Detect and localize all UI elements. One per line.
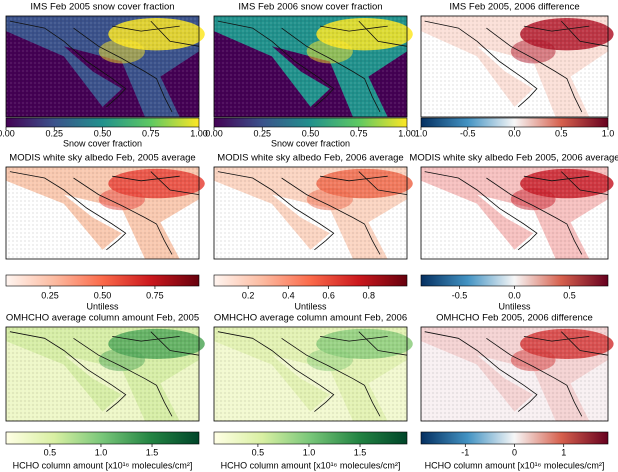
colorbar-tick-label: 0.5 xyxy=(563,290,576,300)
panel-title: IMS Feb 2005, 2006 difference xyxy=(449,2,579,13)
map-texture xyxy=(6,327,199,421)
coastline xyxy=(424,171,609,255)
colorbar-label: Untiless xyxy=(498,301,531,311)
map xyxy=(420,15,614,118)
panel-title: OMHCHO average column amount Feb, 2006 xyxy=(214,313,407,324)
colorbar-tick-label: 0.75 xyxy=(350,128,368,138)
map-frame xyxy=(213,166,408,260)
colorbar-tick-label: 0.8 xyxy=(363,290,376,300)
map-frame xyxy=(5,326,200,422)
colorbar-tick-label: 1.0 xyxy=(95,447,108,457)
map-frame xyxy=(213,326,408,422)
colorbar xyxy=(213,117,408,128)
colorbar-tick-label: 0.4 xyxy=(282,290,295,300)
map xyxy=(213,326,413,422)
panel-title: OMHCHO Feb 2005, 2006 difference xyxy=(436,313,593,324)
coastline xyxy=(217,171,408,255)
coastline xyxy=(9,171,200,255)
map xyxy=(5,15,205,118)
colorbar-tick-label: 0.50 xyxy=(94,290,112,300)
panel-title: MODIS white sky albedo Feb, 2005 average xyxy=(9,153,195,164)
colorbar-label: Untiless xyxy=(294,301,327,311)
colorbar-tick-label: 0.2 xyxy=(242,290,255,300)
map-frame xyxy=(420,15,609,118)
colorbar xyxy=(5,117,200,128)
panel-title: MODIS white sky albedo Feb 2005, 2006 av… xyxy=(409,153,618,164)
coastline xyxy=(9,331,200,417)
map-frame xyxy=(5,166,200,260)
colorbar-label: Untiless xyxy=(86,301,119,311)
colorbar-label: HCHO column amount [x10¹⁶ molecules/cm²] xyxy=(221,460,401,470)
colorbar xyxy=(5,274,200,287)
map xyxy=(213,166,413,260)
colorbar-tick-label: 0 xyxy=(512,447,517,457)
colorbar xyxy=(420,117,609,128)
colorbar-tick-label: 0.50 xyxy=(302,128,320,138)
map-texture xyxy=(421,16,608,117)
colorbar-tick-label: -0.5 xyxy=(460,128,476,138)
colorbar-label: HCHO column amount [x10¹⁶ molecules/cm²] xyxy=(13,460,193,470)
colorbar-tick-label: -0.5 xyxy=(452,290,468,300)
coastline xyxy=(424,20,609,113)
panel-title: MODIS white sky albedo Feb, 2006 average xyxy=(217,153,403,164)
colorbar-tick-label: 0.0 xyxy=(508,128,521,138)
colorbar xyxy=(213,431,408,445)
map-texture xyxy=(214,167,407,259)
colorbar-tick-label: 0.25 xyxy=(41,290,59,300)
map-frame xyxy=(5,15,200,118)
map-texture xyxy=(214,327,407,421)
colorbar xyxy=(213,274,408,287)
coastline xyxy=(424,331,609,417)
map-texture xyxy=(421,167,608,259)
colorbar xyxy=(420,274,609,287)
map-texture xyxy=(6,167,199,259)
colorbar-tick-label: 1.5 xyxy=(354,447,367,457)
colorbar-tick-label: 1 xyxy=(561,447,566,457)
map xyxy=(213,15,413,118)
colorbar-tick-label: 0.00 xyxy=(205,128,223,138)
colorbar-tick-label: 1.5 xyxy=(146,447,159,457)
colorbar-tick-label: 0.5 xyxy=(44,447,57,457)
map xyxy=(420,166,614,260)
panel-title: OMHCHO average column amount Feb, 2005 xyxy=(6,313,199,324)
colorbar-label: HCHO column amount [x10¹⁶ molecules/cm²] xyxy=(425,460,605,470)
colorbar-tick-label: 0.00 xyxy=(0,128,15,138)
panel-title: IMS Feb 2006 snow cover fraction xyxy=(238,2,382,13)
colorbar-tick-label: 0.75 xyxy=(146,290,164,300)
map-frame xyxy=(420,166,609,260)
colorbar-tick-label: 0.50 xyxy=(94,128,112,138)
colorbar-tick-label: 0.5 xyxy=(555,128,568,138)
coastline xyxy=(9,20,200,113)
colorbar-tick-label: 1.0 xyxy=(303,447,316,457)
colorbar-tick-label: 1.0 xyxy=(415,128,428,138)
colorbar-tick-label: 0.5 xyxy=(252,447,265,457)
colorbar-tick-label: 0.25 xyxy=(45,128,63,138)
coastline xyxy=(217,20,408,113)
colorbar-tick-label: 0.75 xyxy=(142,128,160,138)
map xyxy=(5,166,205,260)
map-texture xyxy=(214,16,407,117)
colorbar-tick-label: 1.00 xyxy=(190,128,208,138)
map-frame xyxy=(420,326,609,422)
map xyxy=(5,326,205,422)
map-frame xyxy=(213,15,408,118)
map xyxy=(420,326,614,422)
colorbar-tick-label: 1.0 xyxy=(602,128,615,138)
colorbar xyxy=(420,431,609,445)
colorbar-tick-label: -1 xyxy=(461,447,469,457)
colorbar-label: Snow cover fraction xyxy=(63,138,142,148)
colorbar-tick-label: 0.25 xyxy=(253,128,271,138)
colorbar-tick-label: 0.6 xyxy=(322,290,335,300)
colorbar-tick-label: 0.0 xyxy=(508,290,521,300)
coastline xyxy=(217,331,408,417)
map-texture xyxy=(421,327,608,421)
colorbar-label: Snow cover fraction xyxy=(271,138,350,148)
panel-title: IMS Feb 2005 snow cover fraction xyxy=(30,2,174,13)
colorbar xyxy=(5,431,200,445)
colorbar-tick-label: 1.00 xyxy=(398,128,416,138)
map-texture xyxy=(6,16,199,117)
